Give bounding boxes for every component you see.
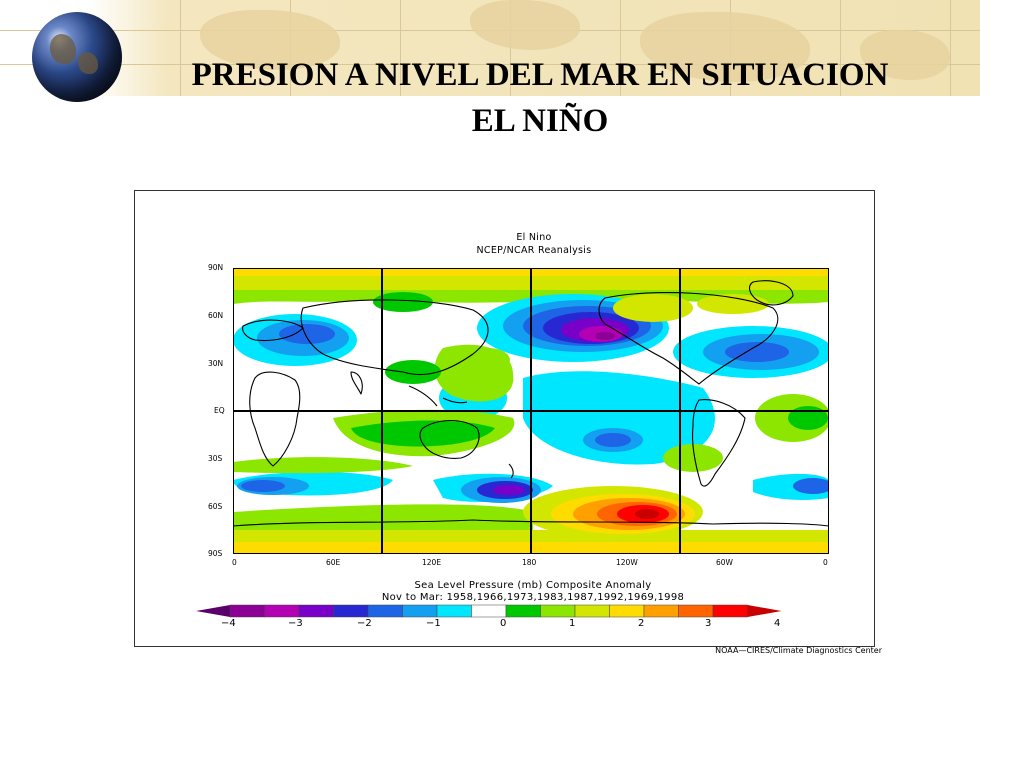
header-grid-line	[400, 0, 401, 96]
coastline-south-america	[691, 399, 746, 487]
anomaly-region-negative	[595, 433, 631, 447]
legend-tick-label: 1	[569, 618, 576, 629]
anomaly-region-positive	[466, 348, 510, 372]
anomaly-region-positive	[697, 294, 769, 314]
legend-tick-label: −3	[288, 618, 303, 629]
map-grid	[233, 268, 829, 554]
legend-color-swatch	[712, 604, 748, 618]
legend-color-swatch	[264, 604, 300, 618]
legend-tick-label: −1	[426, 618, 441, 629]
map-caption-line2: Nov to Mar: 1958,1966,1973,1983,1987,199…	[381, 592, 685, 603]
slide-title-line2: EL NIÑO	[471, 103, 609, 139]
anomaly-region-positive	[385, 360, 441, 384]
legend-color-swatch	[643, 604, 679, 618]
coastline-indonesia	[408, 385, 468, 407]
anomaly-region-positive	[351, 420, 495, 447]
anomaly-region-negative	[793, 478, 829, 494]
legend-color-swatch	[298, 604, 334, 618]
lon-label: 180	[522, 558, 537, 567]
anomaly-region-positive	[788, 406, 828, 430]
legend-color-swatch	[471, 604, 507, 618]
legend-color-swatch	[609, 604, 645, 618]
anomaly-region-negative	[241, 480, 285, 492]
legend-color-swatch	[229, 604, 265, 618]
coastline-india	[350, 371, 363, 395]
lat-label: 60N	[208, 311, 224, 320]
lat-label: 30S	[208, 454, 223, 463]
legend-color-swatch	[505, 604, 541, 618]
header-continent-shape	[640, 12, 810, 82]
header-continent-shape	[860, 30, 950, 80]
legend-color-swatch	[402, 604, 438, 618]
map-border	[233, 268, 829, 554]
globe-land-shape	[50, 34, 76, 64]
coastline-europe	[242, 319, 304, 342]
map-subtitle: NCEP/NCAR Reanalysis	[476, 245, 592, 256]
header-grid-line	[620, 0, 621, 96]
lon-label: 120E	[422, 558, 442, 567]
header-continent-shape	[200, 10, 340, 70]
lon-label: 0	[823, 558, 828, 567]
legend-tick-label: 2	[638, 618, 645, 629]
header-continent-shape	[470, 0, 580, 50]
coastline-africa	[249, 371, 301, 467]
lat-label: 60S	[208, 502, 223, 511]
data-credit: NOAA—CIRES/Climate Diagnostics Center	[715, 646, 882, 655]
anomaly-region-negative	[523, 371, 715, 465]
legend-tick-label: 4	[774, 618, 781, 629]
lat-label: EQ	[214, 406, 225, 415]
legend-arrow-min	[196, 605, 230, 617]
anomaly-region-positive	[663, 444, 723, 472]
lat-label: 30N	[208, 359, 224, 368]
legend-color-swatch	[436, 604, 472, 618]
map-caption-line1: Sea Level Pressure (mb) Composite Anomal…	[414, 580, 652, 591]
anomaly-region-negative	[725, 342, 789, 362]
legend-color-swatch	[333, 604, 369, 618]
lat-label: 90N	[208, 263, 224, 272]
legend-color-swatch	[540, 604, 576, 618]
lon-label: 60E	[326, 558, 341, 567]
coastline-greenland	[748, 280, 794, 306]
anomaly-region-negative	[279, 324, 335, 344]
anomaly-region-positive	[373, 292, 433, 312]
color-scale-legend	[196, 604, 782, 618]
globe-icon	[32, 12, 122, 102]
legend-color-swatch	[367, 604, 403, 618]
legend-color-swatch	[678, 604, 714, 618]
coastline-north-america	[598, 292, 779, 385]
legend-tick-label: −2	[357, 618, 372, 629]
coastlines	[233, 280, 829, 527]
slide-title: PRESION A NIVEL DEL MAR EN SITUACION EL …	[100, 52, 980, 144]
map-title: El Nino	[516, 232, 552, 243]
lon-label: 60W	[716, 558, 733, 567]
legend-tick-label: 3	[705, 618, 712, 629]
slide-title-line1: PRESION A NIVEL DEL MAR EN SITUACION	[191, 57, 889, 93]
globe-land-shape	[78, 52, 98, 74]
lon-label: 120W	[616, 558, 638, 567]
anomaly-region-positive	[635, 509, 659, 519]
header-grid-line	[180, 0, 181, 96]
legend-tick-label: −4	[221, 618, 236, 629]
legend-color-swatch	[574, 604, 610, 618]
header-background	[0, 0, 980, 96]
legend-tick-label: 0	[500, 618, 507, 629]
anomaly-region-negative	[493, 485, 525, 495]
header-grid-line	[0, 64, 980, 65]
coastline-asia	[300, 299, 489, 376]
coastline-antarctica	[233, 519, 829, 527]
legend-arrow-max	[747, 605, 782, 617]
anomaly-region-positive	[613, 294, 693, 322]
anomaly-region-negative	[595, 332, 615, 340]
coastline-australia	[419, 419, 480, 459]
header-grid-line	[950, 0, 951, 96]
lon-label: 0	[232, 558, 237, 567]
lat-label: 90S	[208, 549, 223, 558]
header-grid-line	[840, 0, 841, 96]
coastline-new-zealand	[508, 463, 514, 479]
sea-level-pressure-map	[233, 268, 829, 554]
